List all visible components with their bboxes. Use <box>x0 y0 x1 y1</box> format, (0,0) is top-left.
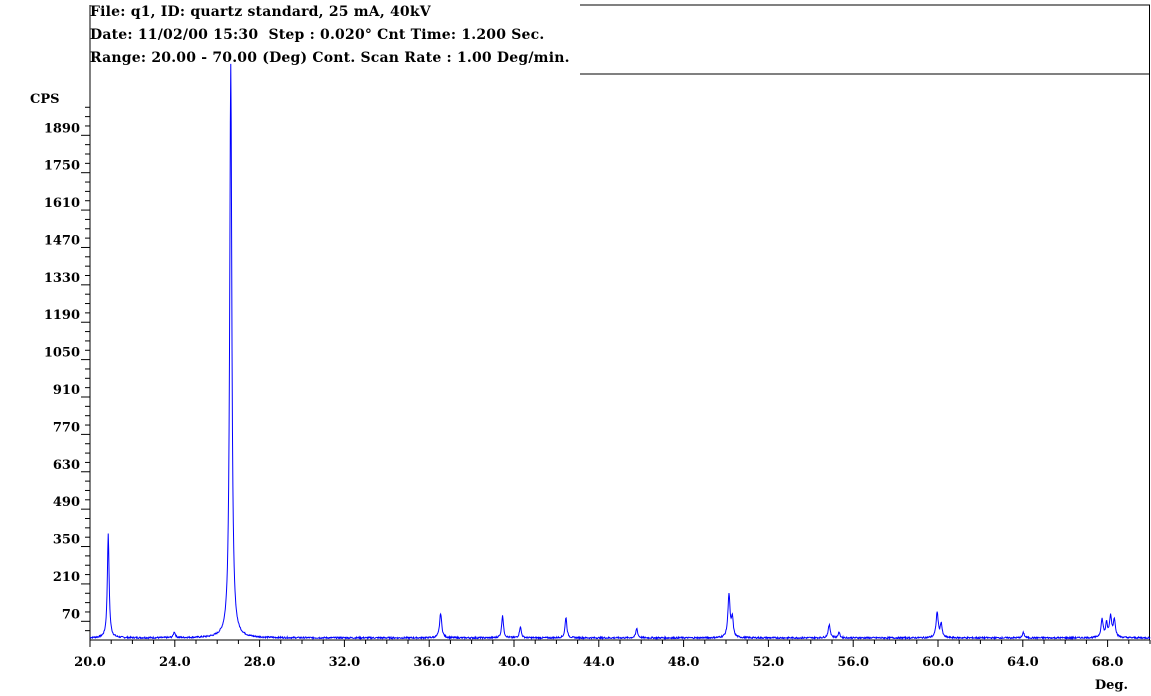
y-tick-label: 1050 <box>44 346 80 361</box>
y-tick-label: 1890 <box>44 121 80 136</box>
x-tick-label: 56.0 <box>837 655 869 670</box>
diffraction-trace <box>89 63 1151 641</box>
y-axis-label: CPS <box>30 92 60 107</box>
header-date-line: Date: 11/02/00 15:30 Step : 0.020° Cnt T… <box>90 27 545 43</box>
y-tick-label: 350 <box>53 533 80 548</box>
header-range-line: Range: 20.00 - 70.00 (Deg) Cont. Scan Ra… <box>90 50 570 66</box>
x-tick-label: 36.0 <box>413 655 445 670</box>
header-file-line: File: q1, ID: quartz standard, 25 mA, 40… <box>90 4 431 20</box>
y-tick-label: 630 <box>53 458 80 473</box>
y-tick-label: 1330 <box>44 271 80 286</box>
y-tick-label: 70 <box>62 607 80 622</box>
x-tick-label: 64.0 <box>1007 655 1039 670</box>
x-tick-label: 44.0 <box>583 655 615 670</box>
x-tick-label: 48.0 <box>668 655 700 670</box>
y-tick-label: 1470 <box>44 233 80 248</box>
y-tick-label: 1610 <box>44 196 80 211</box>
y-tick-label: 770 <box>53 420 80 435</box>
x-tick-label: 28.0 <box>244 655 276 670</box>
x-tick-label: 32.0 <box>329 655 361 670</box>
x-tick-label: 24.0 <box>159 655 191 670</box>
y-tick-label: 1750 <box>44 159 80 174</box>
y-tick-label: 1190 <box>44 308 80 323</box>
x-tick-label: 20.0 <box>74 655 106 670</box>
x-tick-label: 40.0 <box>498 655 530 670</box>
y-tick-label: 490 <box>53 495 80 510</box>
x-tick-label: 68.0 <box>1092 655 1124 670</box>
y-tick-label: 210 <box>53 570 80 585</box>
x-tick-label: 52.0 <box>753 655 785 670</box>
x-tick-label: 60.0 <box>922 655 954 670</box>
y-tick-label: 910 <box>53 383 80 398</box>
x-axis-label: Deg. <box>1095 678 1128 693</box>
